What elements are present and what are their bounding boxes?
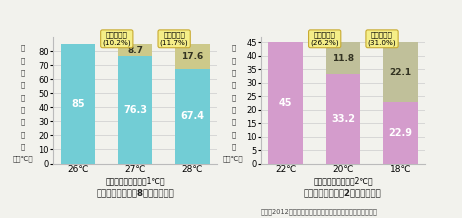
Text: 荷: 荷	[21, 106, 25, 113]
Text: 負荷削減量
(31.0%): 負荷削減量 (31.0%)	[368, 32, 396, 46]
Text: 間: 間	[231, 57, 236, 64]
Bar	[118, 56, 152, 164]
Text: 房: 房	[231, 82, 236, 88]
Text: 間: 間	[21, 57, 25, 64]
Bar	[175, 69, 210, 164]
Bar	[61, 44, 95, 164]
Text: 76.3: 76.3	[123, 105, 147, 115]
Text: 房: 房	[21, 82, 25, 88]
Text: 17.6: 17.6	[182, 52, 204, 61]
Text: （３℃）: （３℃）	[223, 156, 243, 162]
Text: 67.4: 67.4	[181, 111, 205, 121]
Text: 荷: 荷	[231, 106, 236, 113]
Text: 『月間暑房負荷（2月）の変化』: 『月間暑房負荷（2月）の変化』	[304, 188, 382, 198]
Text: 『月間冷房負荷（8月）の変化』: 『月間冷房負荷（8月）の変化』	[97, 188, 174, 198]
Text: 8.7: 8.7	[127, 46, 143, 55]
X-axis label: 冷房設定温度（間隔1℃）: 冷房設定温度（間隔1℃）	[105, 177, 165, 186]
Text: （３℃）: （３℃）	[13, 156, 33, 162]
Text: 量: 量	[231, 143, 236, 150]
Bar	[326, 74, 360, 164]
Bar	[118, 44, 152, 56]
Text: 負荷削減量
(10.2%): 負荷削減量 (10.2%)	[103, 32, 131, 46]
Text: 22.9: 22.9	[389, 128, 413, 138]
Text: 月: 月	[231, 45, 236, 51]
Text: 削: 削	[231, 119, 236, 125]
Text: 月: 月	[21, 45, 25, 51]
Text: 11.8: 11.8	[332, 54, 354, 63]
Bar	[175, 44, 210, 69]
Text: 減: 減	[21, 131, 25, 138]
Text: 暑: 暑	[231, 69, 236, 76]
Text: 量: 量	[21, 143, 25, 150]
Text: 負荷削減量
(11.7%): 負荷削減量 (11.7%)	[160, 32, 188, 46]
Text: 22.1: 22.1	[389, 68, 412, 77]
Text: 45: 45	[279, 98, 292, 108]
Text: 負荷削減量
(26.2%): 負荷削減量 (26.2%)	[310, 32, 339, 46]
Text: 負: 負	[231, 94, 236, 101]
Text: 85: 85	[71, 99, 85, 109]
Bar	[268, 43, 303, 163]
Text: 負: 負	[21, 94, 25, 101]
Bar	[383, 102, 418, 164]
Text: 冷: 冷	[21, 69, 25, 76]
Bar	[383, 43, 418, 102]
X-axis label: 冷房設定温度（間隔2℃）: 冷房設定温度（間隔2℃）	[313, 177, 373, 186]
Text: 減: 減	[231, 131, 236, 138]
Text: 削: 削	[21, 119, 25, 125]
Text: 出典：2012ビル省エネ手帳（（財）省エネルギーセンター）: 出典：2012ビル省エネ手帳（（財）省エネルギーセンター）	[261, 208, 378, 215]
Text: 33.2: 33.2	[331, 114, 355, 124]
Bar	[326, 43, 360, 74]
